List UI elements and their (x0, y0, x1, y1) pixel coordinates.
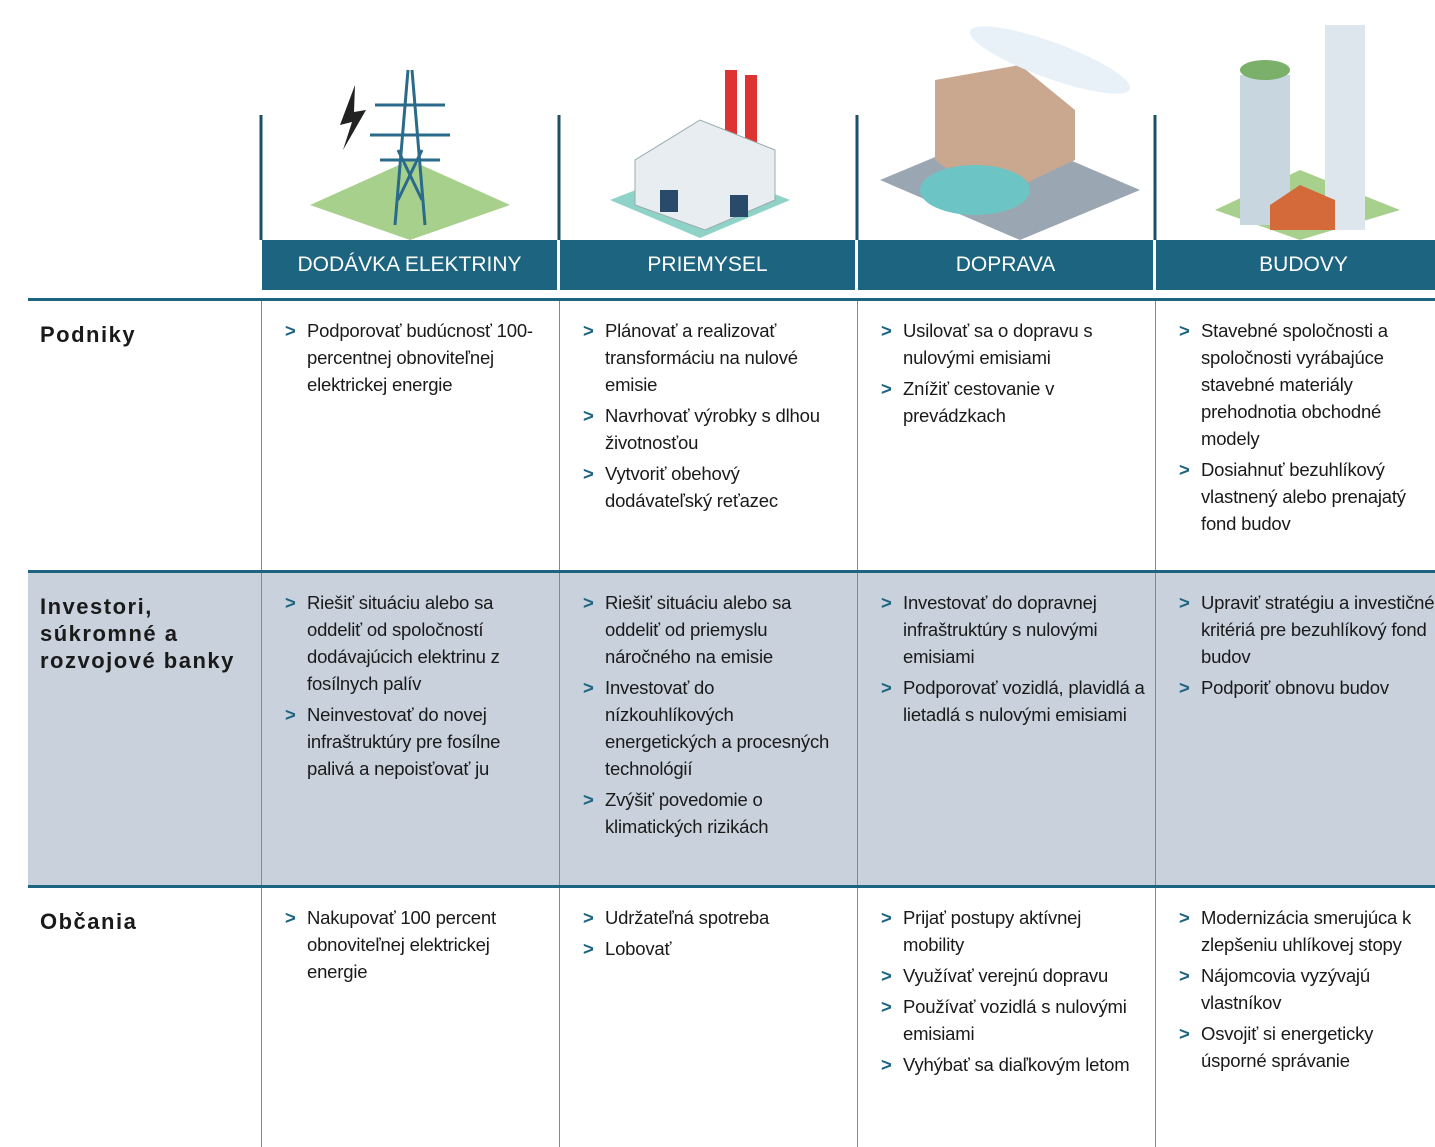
table-cell: Usilovať sa o dopravu s nulovými emisiam… (881, 317, 1145, 433)
bullet-item: Prijať postupy aktívnej mobility (881, 904, 1145, 958)
bullet-item: Upraviť stratégiu a investičné kritériá … (1179, 589, 1435, 670)
column-divider (1155, 301, 1156, 570)
column-header: DOPRAVA (858, 240, 1153, 290)
bullet-item: Riešiť situáciu alebo sa oddeliť od prie… (583, 589, 847, 670)
bullet-list: Usilovať sa o dopravu s nulovými emisiam… (881, 317, 1145, 429)
bullet-item: Osvojiť si energeticky úsporné správanie (1179, 1020, 1435, 1074)
bullet-item: Modernizácia smerujúca k zlepšeniu uhlík… (1179, 904, 1435, 958)
table-row: Investori, súkromné a rozvojové banky Rie… (28, 570, 1435, 885)
table-cell: Stavebné spoločnosti a spoločnosti vyráb… (1179, 317, 1435, 541)
bullet-item: Investovať do dopravnej infraštruktúry s… (881, 589, 1145, 670)
table-cell: Podporovať budúcnosť 100-percentnej obno… (285, 317, 549, 402)
bullet-list: Nakupovať 100 percent obnoviteľnej elekt… (285, 904, 549, 985)
column-header: BUDOVY (1156, 240, 1435, 290)
column-divider (559, 888, 560, 1147)
table-cell: Upraviť stratégiu a investičné kritériá … (1179, 589, 1435, 705)
bullet-item: Dosiahnuť bezuhlíkový vlastnený alebo pr… (1179, 456, 1435, 537)
column-divider (261, 573, 262, 885)
bullet-item: Neinvestovať do novej infraštruktúry pre… (285, 701, 549, 782)
bullet-list: Prijať postupy aktívnej mobility Využívať… (881, 904, 1145, 1078)
table-row: Podniky Podporovať budúcnosť 100-percentn… (28, 298, 1435, 570)
bullet-list: Riešiť situáciu alebo sa oddeliť od prie… (583, 589, 847, 840)
bullet-list: Podporovať budúcnosť 100-percentnej obno… (285, 317, 549, 398)
bullet-item: Nakupovať 100 percent obnoviteľnej elekt… (285, 904, 549, 985)
bullet-list: Riešiť situáciu alebo sa oddeliť od spol… (285, 589, 549, 782)
column-divider (559, 573, 560, 885)
bullet-list: Upraviť stratégiu a investičné kritériá … (1179, 589, 1435, 701)
bullet-item: Podporovať vozidlá, plavidlá a lietadlá … (881, 674, 1145, 728)
bullet-item: Nájomcovia vyzývajú vlastníkov (1179, 962, 1435, 1016)
bullet-item: Podporiť obnovu budov (1179, 674, 1435, 701)
table-cell: Nakupovať 100 percent obnoviteľnej elekt… (285, 904, 549, 989)
column-divider (261, 301, 262, 570)
bullet-list: Modernizácia smerujúca k zlepšeniu uhlík… (1179, 904, 1435, 1074)
bullet-item: Navrhovať výrobky s dlhou životnosťou (583, 402, 847, 456)
table-cell: Prijať postupy aktívnej mobility Využívať… (881, 904, 1145, 1082)
table-cell: Plánovať a realizovať transformáciu na n… (583, 317, 847, 518)
column-divider (857, 888, 858, 1147)
bullet-list: Investovať do dopravnej infraštruktúry s… (881, 589, 1145, 728)
table-cell: Investovať do dopravnej infraštruktúry s… (881, 589, 1145, 732)
row-label: Podniky (40, 322, 137, 347)
table-row: Občania Nakupovať 100 percent obnoviteľne… (28, 885, 1435, 1147)
table-cell: Udržateľná spotreba Lobovať (583, 904, 847, 966)
bullet-item: Stavebné spoločnosti a spoločnosti vyráb… (1179, 317, 1435, 452)
table-cell: Riešiť situáciu alebo sa oddeliť od prie… (583, 589, 847, 844)
bullet-item: Vytvoriť obehový dodávateľský reťazec (583, 460, 847, 514)
bullet-item: Používať vozidlá s nulovými emisiami (881, 993, 1145, 1047)
bullet-item: Usilovať sa o dopravu s nulovými emisiam… (881, 317, 1145, 371)
column-divider (1155, 888, 1156, 1147)
column-header: PRIEMYSEL (560, 240, 855, 290)
bullet-item: Znížiť cestovanie v prevádzkach (881, 375, 1145, 429)
bullet-item: Investovať do nízkouhlíkových energetick… (583, 674, 847, 782)
bullet-item: Udržateľná spotreba (583, 904, 847, 931)
column-divider (1155, 573, 1156, 885)
bullet-list: Plánovať a realizovať transformáciu na n… (583, 317, 847, 514)
table-cell: Modernizácia smerujúca k zlepšeniu uhlík… (1179, 904, 1435, 1078)
column-divider (261, 888, 262, 1147)
row-label: Investori, súkromné a rozvojové banky (40, 594, 235, 673)
bullet-item: Využívať verejnú dopravu (881, 962, 1145, 989)
column-divider (857, 573, 858, 885)
bullet-list: Udržateľná spotreba Lobovať (583, 904, 847, 962)
bullet-item: Lobovať (583, 935, 847, 962)
bullet-item: Podporovať budúcnosť 100-percentnej obno… (285, 317, 549, 398)
table-cell: Riešiť situáciu alebo sa oddeliť od spol… (285, 589, 549, 786)
column-divider (559, 301, 560, 570)
row-label: Občania (40, 909, 138, 934)
bullet-item: Vyhýbať sa diaľkovým letom (881, 1051, 1145, 1078)
bullet-item: Zvýšiť povedomie o klimatických rizikách (583, 786, 847, 840)
illustrations (259, 25, 1400, 240)
bullet-list: Stavebné spoločnosti a spoločnosti vyráb… (1179, 317, 1435, 537)
bullet-item: Plánovať a realizovať transformáciu na n… (583, 317, 847, 398)
column-header: DODÁVKA ELEKTRINY (262, 240, 557, 290)
bullet-item: Riešiť situáciu alebo sa oddeliť od spol… (285, 589, 549, 697)
column-divider (857, 301, 858, 570)
